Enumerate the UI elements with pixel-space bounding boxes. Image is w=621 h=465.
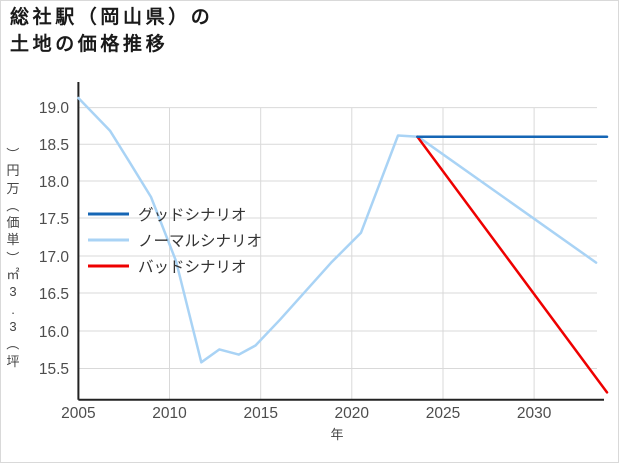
svg-text:18.5: 18.5 bbox=[39, 137, 69, 154]
svg-text:18.0: 18.0 bbox=[39, 174, 70, 191]
svg-text:16.0: 16.0 bbox=[39, 324, 70, 341]
svg-text:15.5: 15.5 bbox=[39, 361, 69, 378]
svg-text:2005: 2005 bbox=[61, 405, 95, 422]
svg-text:2015: 2015 bbox=[243, 405, 277, 422]
svg-text:2020: 2020 bbox=[335, 405, 370, 422]
svg-text:2025: 2025 bbox=[426, 405, 460, 422]
svg-text:バッドシナリオ: バッドシナリオ bbox=[138, 259, 247, 276]
svg-text:19.0: 19.0 bbox=[39, 100, 70, 117]
svg-text:グッドシナリオ: グッドシナリオ bbox=[138, 206, 247, 224]
svg-text:ノーマルシナリオ: ノーマルシナリオ bbox=[138, 233, 262, 250]
svg-text:17.5: 17.5 bbox=[39, 211, 69, 228]
svg-text:17.0: 17.0 bbox=[39, 249, 70, 266]
svg-text:2030: 2030 bbox=[517, 405, 552, 422]
svg-text:16.5: 16.5 bbox=[39, 286, 69, 303]
svg-text:2010: 2010 bbox=[152, 405, 187, 422]
